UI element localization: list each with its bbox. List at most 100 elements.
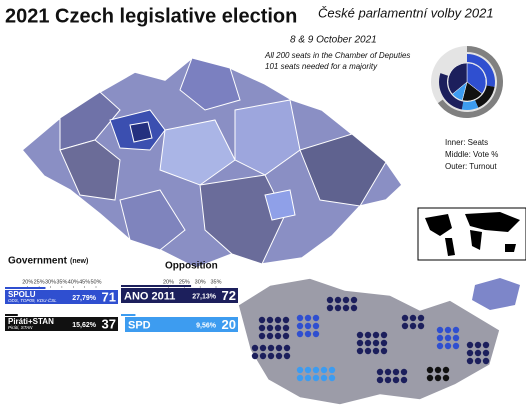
seat-dot bbox=[372, 347, 380, 355]
results: Government (new)20% 25% 30% 35% 40% 45% 50%SPOL… bbox=[5, 256, 238, 332]
vote-bar bbox=[5, 287, 46, 289]
seat-dot bbox=[466, 357, 474, 365]
seat-dot bbox=[482, 349, 490, 357]
seat-dot bbox=[251, 352, 259, 360]
seat-dot bbox=[326, 304, 334, 312]
scale-label: 20% bbox=[163, 279, 174, 285]
note: 101 seats needed for a majority bbox=[265, 62, 378, 71]
seat-dot bbox=[304, 322, 312, 330]
seat-dot bbox=[444, 334, 452, 342]
seat-dot bbox=[296, 330, 304, 338]
vote-label: 27,79% bbox=[72, 295, 97, 302]
seat-dot bbox=[356, 347, 364, 355]
region-map bbox=[20, 57, 403, 269]
title: 2021 Czech legislative election bbox=[5, 5, 297, 27]
seat-dot bbox=[283, 352, 291, 360]
legend-item: Outer: Turnout bbox=[445, 162, 497, 171]
seat-dot bbox=[474, 357, 482, 365]
seat-dot bbox=[274, 324, 282, 332]
seat-dot bbox=[296, 322, 304, 330]
party-name: Piráti+STAN bbox=[8, 317, 54, 326]
scale-label: 20% bbox=[22, 279, 33, 285]
region bbox=[119, 189, 186, 251]
seat-dot bbox=[275, 344, 283, 352]
vote-arc bbox=[439, 73, 464, 110]
seat-dot bbox=[296, 314, 304, 322]
date: 8 & 9 October 2021 bbox=[290, 35, 377, 46]
region bbox=[179, 57, 241, 111]
scale-label: 30% bbox=[195, 279, 206, 285]
scale-label: 25% bbox=[34, 279, 45, 285]
seat-dot bbox=[401, 322, 409, 330]
seat-dot bbox=[342, 304, 350, 312]
seat-dot bbox=[442, 374, 450, 382]
seat-dot bbox=[409, 322, 417, 330]
seat-dot bbox=[259, 352, 267, 360]
vote-label: 15,62% bbox=[72, 322, 97, 329]
region bbox=[59, 91, 121, 151]
seat-dot bbox=[434, 374, 442, 382]
subtitle: České parlamentní volby 2021 bbox=[318, 5, 494, 20]
seat-dot bbox=[334, 296, 342, 304]
seat-dot bbox=[258, 316, 266, 324]
seat-dot bbox=[364, 339, 372, 347]
seat-slice bbox=[447, 62, 468, 95]
region bbox=[59, 139, 121, 201]
seat-dot bbox=[342, 296, 350, 304]
legend-item: Inner: Seats bbox=[445, 138, 488, 147]
party-name: SPD bbox=[128, 319, 151, 331]
seat-dot bbox=[258, 324, 266, 332]
seat-dot bbox=[275, 352, 283, 360]
region bbox=[264, 189, 296, 221]
seat-dot bbox=[452, 326, 460, 334]
seat-dot bbox=[328, 366, 336, 374]
seat-dot bbox=[392, 368, 400, 376]
seat-dot bbox=[452, 342, 460, 350]
vote-bar bbox=[121, 285, 192, 287]
seat-dot bbox=[401, 314, 409, 322]
region bbox=[299, 133, 387, 207]
seat-dot bbox=[444, 342, 452, 350]
seats: 20 bbox=[222, 317, 236, 332]
seat-dot bbox=[274, 316, 282, 324]
seat-dot bbox=[400, 376, 408, 384]
seat-dot bbox=[356, 331, 364, 339]
seat-dot bbox=[364, 331, 372, 339]
seat-dot bbox=[274, 332, 282, 340]
seat-dot bbox=[267, 352, 275, 360]
scale-label: 45% bbox=[79, 279, 90, 285]
seat-dot bbox=[312, 314, 320, 322]
vote-bar bbox=[5, 314, 18, 316]
scale-label: 40% bbox=[68, 279, 79, 285]
party-box bbox=[125, 317, 238, 332]
seat-dot bbox=[304, 374, 312, 382]
seat-dot bbox=[434, 366, 442, 374]
seats: 71 bbox=[102, 289, 116, 304]
seats: 72 bbox=[222, 288, 236, 303]
seat-dot bbox=[392, 376, 400, 384]
seat-dot bbox=[296, 366, 304, 374]
party-members: ODS, TOP09, KDU-ČSL bbox=[8, 297, 57, 303]
region bbox=[159, 119, 236, 186]
seat-dot bbox=[282, 316, 290, 324]
scale-label: 35% bbox=[56, 279, 67, 285]
seat-dot bbox=[426, 374, 434, 382]
seat-dot bbox=[267, 344, 275, 352]
vote-label: 27,13% bbox=[192, 293, 217, 300]
seat-dot bbox=[266, 316, 274, 324]
seat-dot bbox=[334, 304, 342, 312]
seat-dot bbox=[282, 324, 290, 332]
party-name: ANO 2011 bbox=[124, 290, 175, 302]
seat-dot bbox=[380, 339, 388, 347]
seat-dot bbox=[320, 366, 328, 374]
seat-dot bbox=[436, 326, 444, 334]
party-name: SPOLU bbox=[8, 290, 36, 299]
seat-dot bbox=[384, 376, 392, 384]
seat-dot bbox=[266, 324, 274, 332]
region bbox=[129, 121, 153, 143]
world-shape bbox=[425, 212, 520, 256]
party-box bbox=[121, 288, 238, 303]
seat-dot bbox=[400, 368, 408, 376]
seats: 37 bbox=[102, 316, 116, 331]
